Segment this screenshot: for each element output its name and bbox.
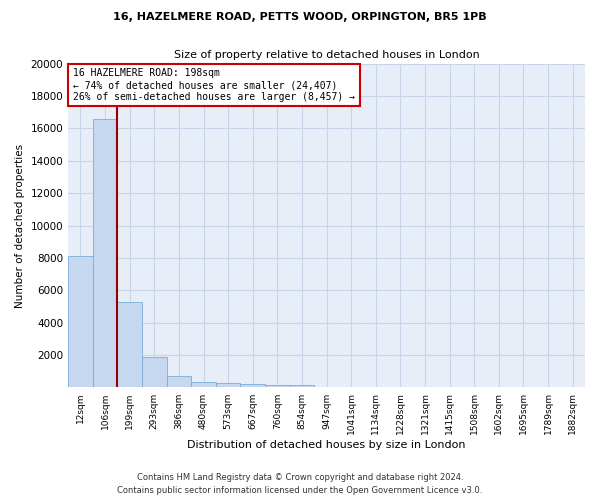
Bar (142, 358, 167, 388)
Bar (290, 385, 314, 388)
Title: Size of property relative to detached houses in London: Size of property relative to detached ho… (174, 50, 479, 60)
Text: 16, HAZELMERE ROAD, PETTS WOOD, ORPINGTON, BR5 1PB: 16, HAZELMERE ROAD, PETTS WOOD, ORPINGTO… (113, 12, 487, 22)
X-axis label: Distribution of detached houses by size in London: Distribution of detached houses by size … (187, 440, 466, 450)
Bar (216, 383, 241, 388)
Bar (118, 302, 142, 388)
Text: 16 HAZELMERE ROAD: 198sqm
← 74% of detached houses are smaller (24,407)
26% of s: 16 HAZELMERE ROAD: 198sqm ← 74% of detac… (73, 68, 355, 102)
Y-axis label: Number of detached properties: Number of detached properties (15, 144, 25, 308)
Bar (167, 376, 191, 388)
Bar (191, 382, 216, 388)
Bar (93, 118, 118, 388)
Text: Contains HM Land Registry data © Crown copyright and database right 2024.
Contai: Contains HM Land Registry data © Crown c… (118, 474, 482, 495)
Bar (265, 384, 290, 388)
Bar (68, 256, 93, 388)
Bar (241, 384, 265, 388)
